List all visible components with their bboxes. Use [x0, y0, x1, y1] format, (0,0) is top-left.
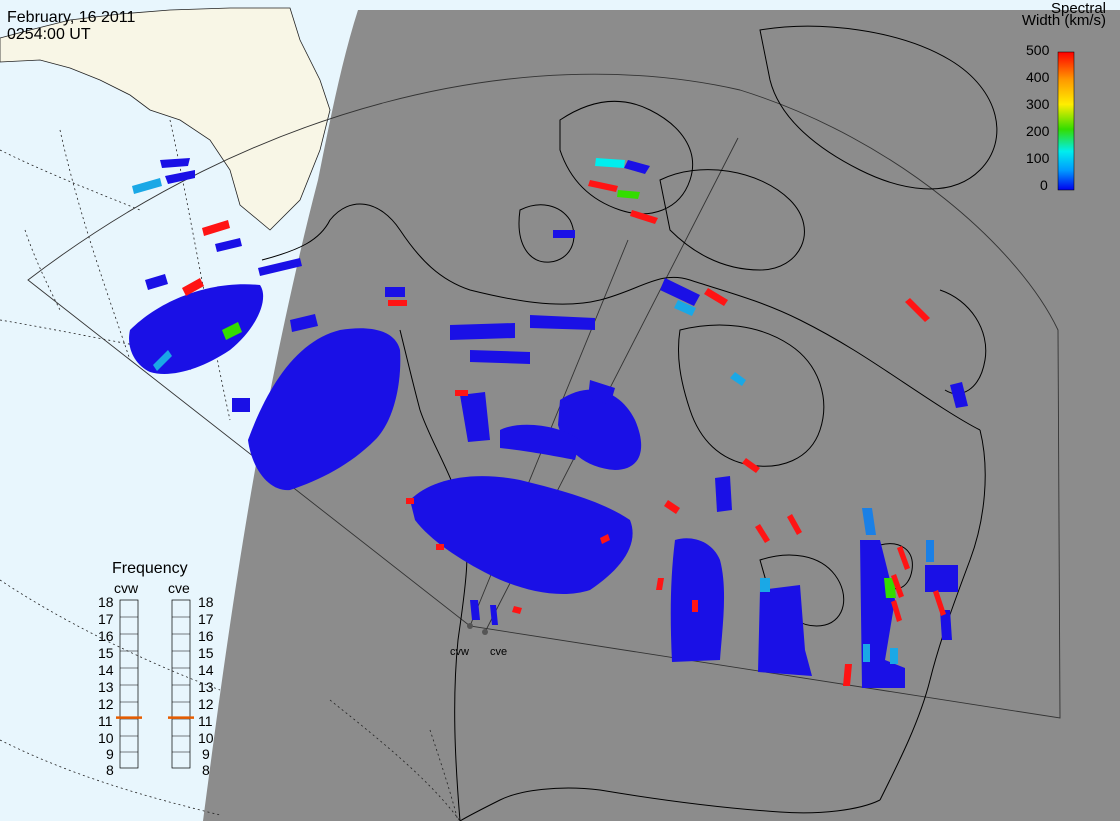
radar-sites: [467, 623, 488, 635]
freq-tick: 11: [198, 713, 213, 729]
freq-tick: 12: [198, 696, 214, 712]
freq-tick: 14: [198, 662, 214, 678]
time-label: 0254:00 UT: [7, 26, 91, 43]
scatter-high-width: [182, 180, 946, 686]
colorbar-swatch: [1057, 51, 1075, 191]
scatter-mid-width: [132, 158, 934, 664]
freq-tick: 13: [198, 679, 214, 695]
colorbar-title-line1: Spectral: [1050, 0, 1106, 17]
freq-tick: 12: [98, 696, 114, 712]
freq-tick: 9: [202, 746, 210, 762]
colorbar-tick: 0: [1040, 177, 1048, 193]
frequency-title: Frequency: [112, 560, 188, 577]
freq-tick: 10: [98, 730, 114, 746]
colorbar-tick: 500: [1026, 42, 1050, 58]
colorbar-tick: 400: [1026, 69, 1050, 85]
scatter-low-width: [129, 158, 968, 688]
freq-tick: 14: [98, 662, 114, 678]
freq-tick: 16: [198, 628, 214, 644]
freq-box-cvw: [119, 599, 139, 769]
site-marker-cvw: [467, 623, 473, 629]
freq-tick: 18: [198, 594, 214, 610]
daylight-land: [0, 7, 331, 231]
site-marker-cve: [482, 629, 488, 635]
date-label: February, 16 2011: [7, 9, 136, 26]
freq-tick: 16: [98, 628, 114, 644]
freq-tick: 10: [198, 730, 214, 746]
colorbar-tick: 200: [1026, 123, 1050, 139]
freq-box-cve: [171, 599, 191, 769]
freq-tick: 18: [98, 594, 114, 610]
colorbar-tick: 100: [1026, 150, 1050, 166]
freq-tick: 11: [98, 713, 113, 729]
frequency-meter: [119, 599, 191, 769]
freq-tick: 17: [198, 611, 214, 627]
site-label-cve: cve: [490, 646, 508, 658]
site-label-cvw: cvw: [450, 646, 469, 658]
radar-label-cve: cve: [168, 580, 190, 596]
freq-tick: 15: [98, 645, 114, 661]
frequency-gridlines: [120, 616, 190, 753]
freq-tick: 15: [198, 645, 214, 661]
radar-label-cvw: cvw: [114, 580, 139, 596]
colorbar-title-line2: Width (km/s): [1021, 12, 1106, 29]
freq-tick: 17: [98, 611, 114, 627]
freq-tick: 13: [98, 679, 114, 695]
freq-tick: 9: [106, 746, 114, 762]
colorbar-tick: 300: [1026, 96, 1050, 112]
freq-tick: 8: [106, 762, 114, 778]
freq-tick: 8: [202, 762, 210, 778]
